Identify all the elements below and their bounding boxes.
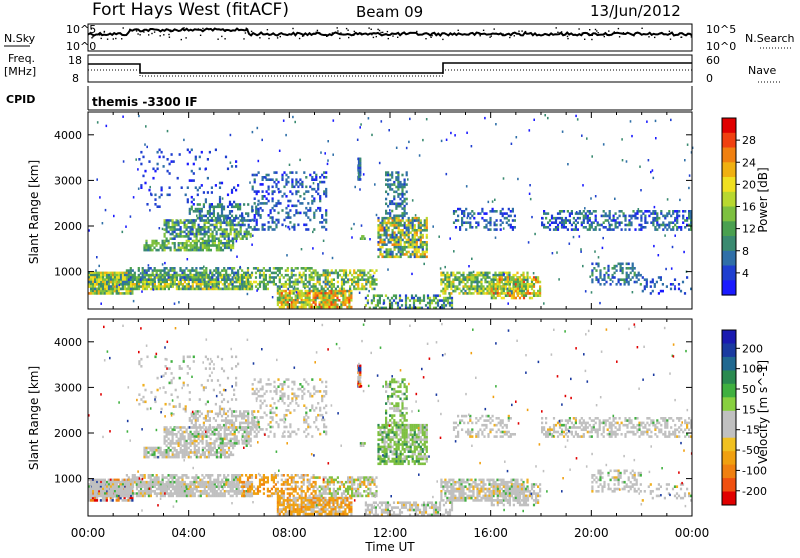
colorbar-swatch <box>722 280 736 295</box>
freq-tick-top: 18 <box>68 54 82 67</box>
power-panel: 1000 2000 3000 4000 Slant Range [km] 4 8 12 16… <box>27 112 770 309</box>
y-tick-label: 1000 <box>54 473 82 486</box>
nsearch-label: N.Search <box>745 32 795 45</box>
colorbar-tick: 12 <box>742 223 756 236</box>
colorbar-tick: 8 <box>742 245 749 258</box>
station-title: Fort Hays West (fitACF) <box>92 0 289 20</box>
y-tick-label: 2000 <box>54 220 82 233</box>
power-ylabel: Slant Range [km] <box>27 160 41 264</box>
velocity-ylabel: Slant Range [km] <box>27 366 41 470</box>
colorbar-swatch <box>722 370 736 384</box>
nsky-tick-bottom: 10^0 <box>66 40 96 53</box>
nsearch-tick-bottom: 10^0 <box>706 40 736 53</box>
colorbar-swatch <box>722 438 736 452</box>
power-colorbar-label: Power [dB] <box>756 167 770 232</box>
colorbar-swatch <box>722 330 736 344</box>
colorbar-swatch <box>722 478 736 492</box>
colorbar-swatch <box>722 251 736 266</box>
colorbar-tick: 28 <box>742 134 756 147</box>
y-tick-label: 4000 <box>54 336 82 349</box>
beam-label: Beam 09 <box>356 3 423 21</box>
colorbar-tick: 20 <box>742 178 756 191</box>
x-tick-label: 12:00 <box>373 526 408 540</box>
y-tick-label: 3000 <box>54 174 82 187</box>
colorbar-swatch <box>722 357 736 371</box>
date-label: 13/Jun/2012 <box>590 2 681 20</box>
colorbar-swatch <box>722 162 736 177</box>
colorbar-swatch <box>722 133 736 148</box>
x-tick-label: 20:00 <box>574 526 609 540</box>
colorbar-swatch <box>722 177 736 192</box>
colorbar-swatch <box>722 148 736 163</box>
time-axis-labels: 00:00 04:00 08:00 12:00 16:00 20:00 00:00 <box>71 526 710 540</box>
colorbar-tick: -100 <box>742 464 767 477</box>
time-axis-label: Time UT <box>364 540 415 554</box>
nave-tick-top: 60 <box>706 54 720 67</box>
colorbar-swatch <box>722 465 736 479</box>
x-tick-label: 04:00 <box>171 526 206 540</box>
freq-label: Freq. <box>8 52 35 65</box>
velocity-heatmap-cells <box>88 323 693 516</box>
cpid-panel: CPID themis -3300 IF <box>6 86 692 110</box>
colorbar-tick: -200 <box>742 485 767 498</box>
colorbar-swatch <box>722 344 736 358</box>
freq-tick-bottom: 8 <box>72 72 79 85</box>
x-tick-label: 00:00 <box>71 526 106 540</box>
colorbar-tick: 50 <box>742 383 756 396</box>
power-colorbar: 4 8 12 16 20 24 28 <box>722 118 756 296</box>
colorbar-tick: 200 <box>742 342 763 355</box>
freq-panel: Freq. [MHz] 18 8 60 0 Nave <box>4 52 780 85</box>
colorbar-swatch <box>722 451 736 465</box>
colorbar-swatch <box>722 221 736 236</box>
colorbar-swatch <box>722 411 736 425</box>
y-tick-label: 3000 <box>54 381 82 394</box>
x-tick-label: 00:00 <box>675 526 710 540</box>
cpid-program: themis -3300 IF <box>92 95 198 109</box>
x-tick-label: 16:00 <box>473 526 508 540</box>
colorbar-tick: 15 <box>742 403 756 416</box>
colorbar-swatch <box>722 207 736 222</box>
colorbar-swatch <box>722 492 736 506</box>
colorbar-swatch <box>722 397 736 411</box>
colorbar-swatch <box>722 236 736 251</box>
y-tick-label: 1000 <box>54 266 82 279</box>
power-heatmap-cells <box>88 114 693 309</box>
cpid-label: CPID <box>6 93 35 106</box>
frequency-line <box>88 63 692 73</box>
nave-label: Nave <box>748 64 776 77</box>
nsearch-tick-top: 10^5 <box>706 23 736 36</box>
colorbar-swatch <box>722 118 736 133</box>
y-tick-label: 4000 <box>54 129 82 142</box>
colorbar-swatch <box>722 266 736 281</box>
nsky-panel: N.Sky 10^5 10^0 10^5 10^0 N.Search <box>4 23 795 53</box>
nsky-trace <box>88 27 692 40</box>
x-tick-label: 08:00 <box>272 526 307 540</box>
colorbar-tick: 24 <box>742 156 756 169</box>
colorbar-swatch <box>722 424 736 438</box>
freq-unit: [MHz] <box>4 65 36 78</box>
colorbar-swatch <box>722 192 736 207</box>
colorbar-tick: 16 <box>742 201 756 214</box>
nave-tick-bottom: 0 <box>706 72 713 85</box>
y-tick-label: 2000 <box>54 427 82 440</box>
colorbar-swatch <box>722 384 736 398</box>
colorbar-tick: 4 <box>742 267 749 280</box>
velocity-colorbar-label: Velocity [m s^-1] <box>756 360 770 464</box>
nsky-label: N.Sky <box>4 32 36 45</box>
